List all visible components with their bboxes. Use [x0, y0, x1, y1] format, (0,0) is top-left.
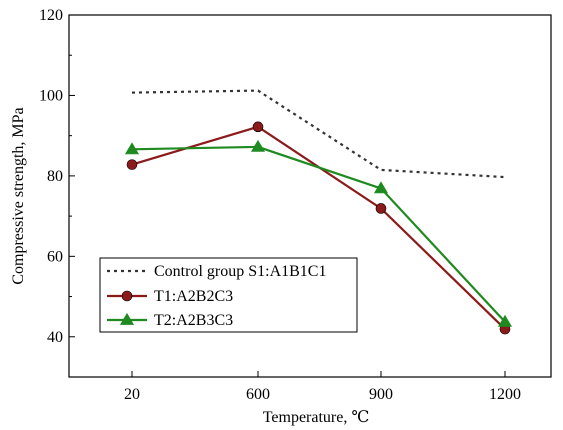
legend-label: Control group S1:A1B1C1 — [154, 263, 326, 280]
legend-label: T2:A2B3C3 — [154, 312, 233, 329]
series-line — [131, 89, 506, 179]
data-point — [124, 142, 140, 155]
x-tick-label: 20 — [124, 386, 140, 403]
data-point — [373, 181, 389, 194]
data-point — [250, 139, 266, 152]
series-1 — [131, 89, 506, 179]
legend-item: Control group S1:A1B1C1 — [107, 263, 326, 280]
legend-item: T1:A2B2C3 — [107, 288, 233, 305]
x-axis-label: Temperature, ℃ — [263, 409, 370, 426]
legend: Control group S1:A1B1C1 T1:A2B2C3 T2:A2B3C… — [99, 257, 358, 333]
x-tick-label: 900 — [369, 386, 393, 403]
y-axis-label: Compressive strength, MPa — [10, 107, 27, 284]
x-tick-label: 1200 — [489, 386, 521, 403]
x-axis: 20 600 900 1200 — [124, 371, 521, 403]
series-layer — [124, 89, 513, 335]
y-tick-label: 40 — [47, 329, 63, 346]
legend-item: T2:A2B3C3 — [107, 312, 233, 329]
legend-label: T1:A2B2C3 — [154, 288, 233, 305]
legend-marker — [121, 290, 133, 302]
data-point — [375, 203, 387, 214]
data-point — [497, 314, 513, 327]
series-line — [131, 145, 506, 323]
series-3 — [124, 139, 513, 327]
data-point — [252, 121, 264, 133]
plot-border — [68, 14, 552, 378]
y-axis: 40 60 80 100 120 — [39, 7, 75, 378]
y-tick-label: 120 — [39, 7, 63, 24]
x-tick-label: 600 — [246, 386, 270, 403]
legend-marker — [119, 312, 135, 325]
y-tick-label: 100 — [39, 87, 63, 104]
data-point — [126, 159, 138, 170]
y-tick-label: 80 — [47, 168, 63, 185]
y-tick-label: 60 — [47, 248, 63, 265]
plot-area — [68, 14, 552, 378]
